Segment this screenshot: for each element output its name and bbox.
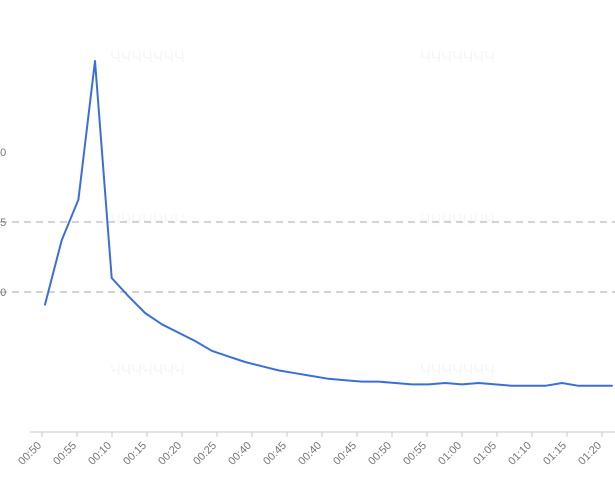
watermark: ЧЧЧЧЧЧЧ — [420, 49, 495, 66]
series-line — [44, 60, 613, 387]
watermark: ЧЧЧЧЧЧЧ — [110, 212, 185, 229]
x-tick-label: 00:55 — [401, 440, 429, 468]
y-axis: 2015105 — [0, 147, 6, 369]
x-tick-label: 00:50 — [366, 440, 394, 468]
watermark: ЧЧЧЧЧЧЧ — [110, 362, 185, 379]
x-tick-label: 01:15 — [541, 440, 569, 468]
watermark: ЧЧЧЧЧЧЧ — [420, 212, 495, 229]
x-tick-label: 01:20 — [576, 440, 604, 468]
x-tick-label: 01:00 — [436, 440, 464, 468]
x-tick-label: 01:05 — [471, 440, 499, 468]
x-tick-label: 00:20 — [156, 440, 184, 468]
watermark: ЧЧЧЧЧЧЧ — [420, 362, 495, 379]
y-tick-label: 15 — [0, 217, 6, 229]
y-tick-label: 10 — [0, 287, 6, 299]
x-tick-label: 00:55 — [51, 440, 79, 468]
x-tick-label: 00:25 — [191, 440, 219, 468]
grid-layer — [0, 221, 615, 293]
x-tick-labels: 00:50 00:55 00:10 00:15 00:20 00:25 00:40 00:45… — [16, 440, 604, 468]
series-layer — [44, 60, 613, 387]
x-tick-label: 00:15 — [121, 440, 149, 468]
x-tick-label: 00:45 — [331, 440, 359, 468]
watermark-layer: ЧЧЧЧЧЧЧ ЧЧЧЧЧЧЧ ЧЧЧЧЧЧЧ ЧЧЧЧЧЧЧ ЧЧЧЧЧЧЧ … — [110, 49, 495, 379]
x-tick-label: 00:10 — [86, 440, 114, 468]
watermark: ЧЧЧЧЧЧЧ — [110, 49, 185, 66]
x-axis — [30, 431, 615, 437]
x-tick-label: 00:45 — [261, 440, 289, 468]
x-tick-label: 00:40 — [226, 440, 254, 468]
y-tick-label: 20 — [0, 147, 6, 159]
x-tick-label: 01:10 — [506, 440, 534, 468]
x-tick-label: 00:40 — [296, 440, 324, 468]
x-tick-label: 00:50 — [16, 440, 44, 468]
